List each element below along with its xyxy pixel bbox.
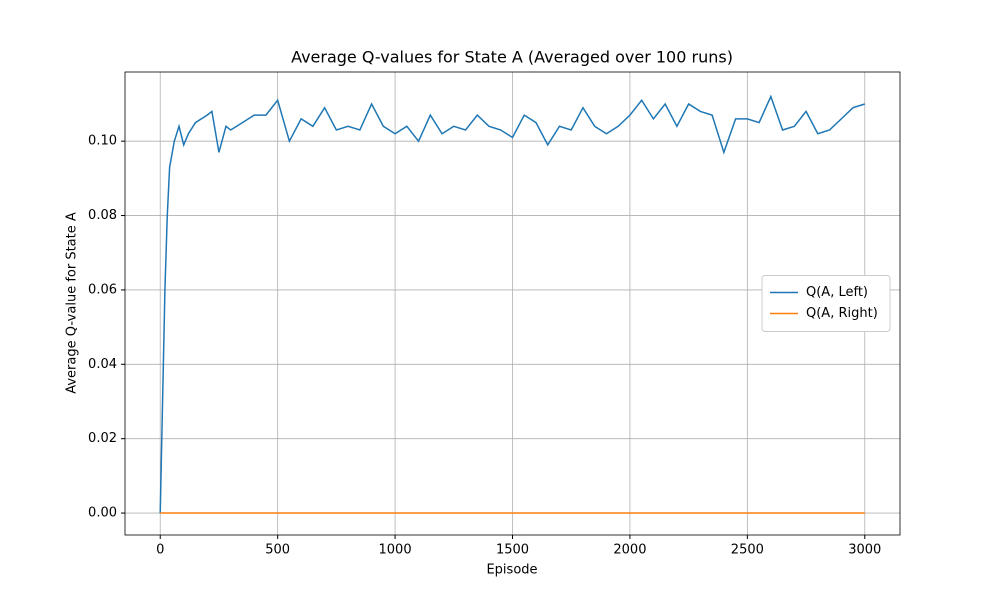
x-axis-label: Episode bbox=[486, 563, 537, 578]
x-tick-label: 500 bbox=[265, 543, 290, 558]
y-axis-label: Average Q-value for State A bbox=[65, 212, 80, 394]
y-tick-label: 0.00 bbox=[88, 506, 117, 521]
data-line bbox=[159, 94, 865, 514]
x-tick-label: 3000 bbox=[848, 543, 881, 558]
x-tick-label: 1000 bbox=[379, 543, 412, 558]
x-tick-label: 2500 bbox=[731, 543, 764, 558]
y-tick-label: 0.08 bbox=[88, 208, 117, 223]
x-tick-label: 0 bbox=[156, 543, 164, 558]
legend-box bbox=[761, 275, 891, 332]
y-tick-label: 0.02 bbox=[88, 431, 117, 446]
legend-label: Q(A, Right) bbox=[806, 306, 878, 321]
chart-title: Average Q-values for State A (Averaged o… bbox=[291, 48, 733, 67]
x-tick-label: 2000 bbox=[613, 543, 646, 558]
plot-frame bbox=[124, 71, 901, 536]
y-tick-label: 0.06 bbox=[88, 282, 117, 297]
x-tick-label: 1500 bbox=[496, 543, 529, 558]
y-tick-label: 0.10 bbox=[88, 134, 117, 149]
legend-label: Q(A, Left) bbox=[806, 285, 868, 300]
y-tick-label: 0.04 bbox=[88, 357, 117, 372]
